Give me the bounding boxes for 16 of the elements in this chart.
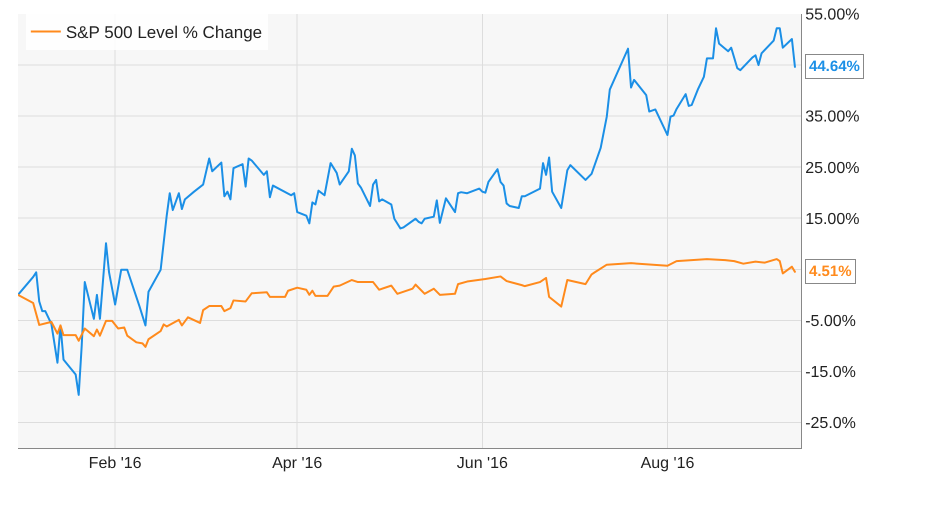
x-tick-label: Feb '16 <box>88 455 142 472</box>
y-tick-label: -15.0% <box>805 364 856 382</box>
x-tick-label: Jun '16 <box>456 455 508 472</box>
y-tick-label: -25.0% <box>805 415 856 432</box>
legend-label: S&P 500 Level % Change <box>66 23 262 42</box>
x-tick-label: Aug '16 <box>640 455 694 472</box>
data-label: 4.51% <box>809 263 852 280</box>
line-series <box>18 258 796 348</box>
data-label: 44.64% <box>809 58 860 75</box>
y-tick-label: 25.00% <box>805 160 860 177</box>
x-tick-label: Apr '16 <box>272 455 322 472</box>
y-tick-label: -5.00% <box>805 312 856 330</box>
y-tick-label: 35.00% <box>805 108 860 126</box>
y-tick-label: 55.00% <box>805 6 860 24</box>
line-series <box>18 27 796 396</box>
y-tick-label: 15.00% <box>805 210 860 228</box>
